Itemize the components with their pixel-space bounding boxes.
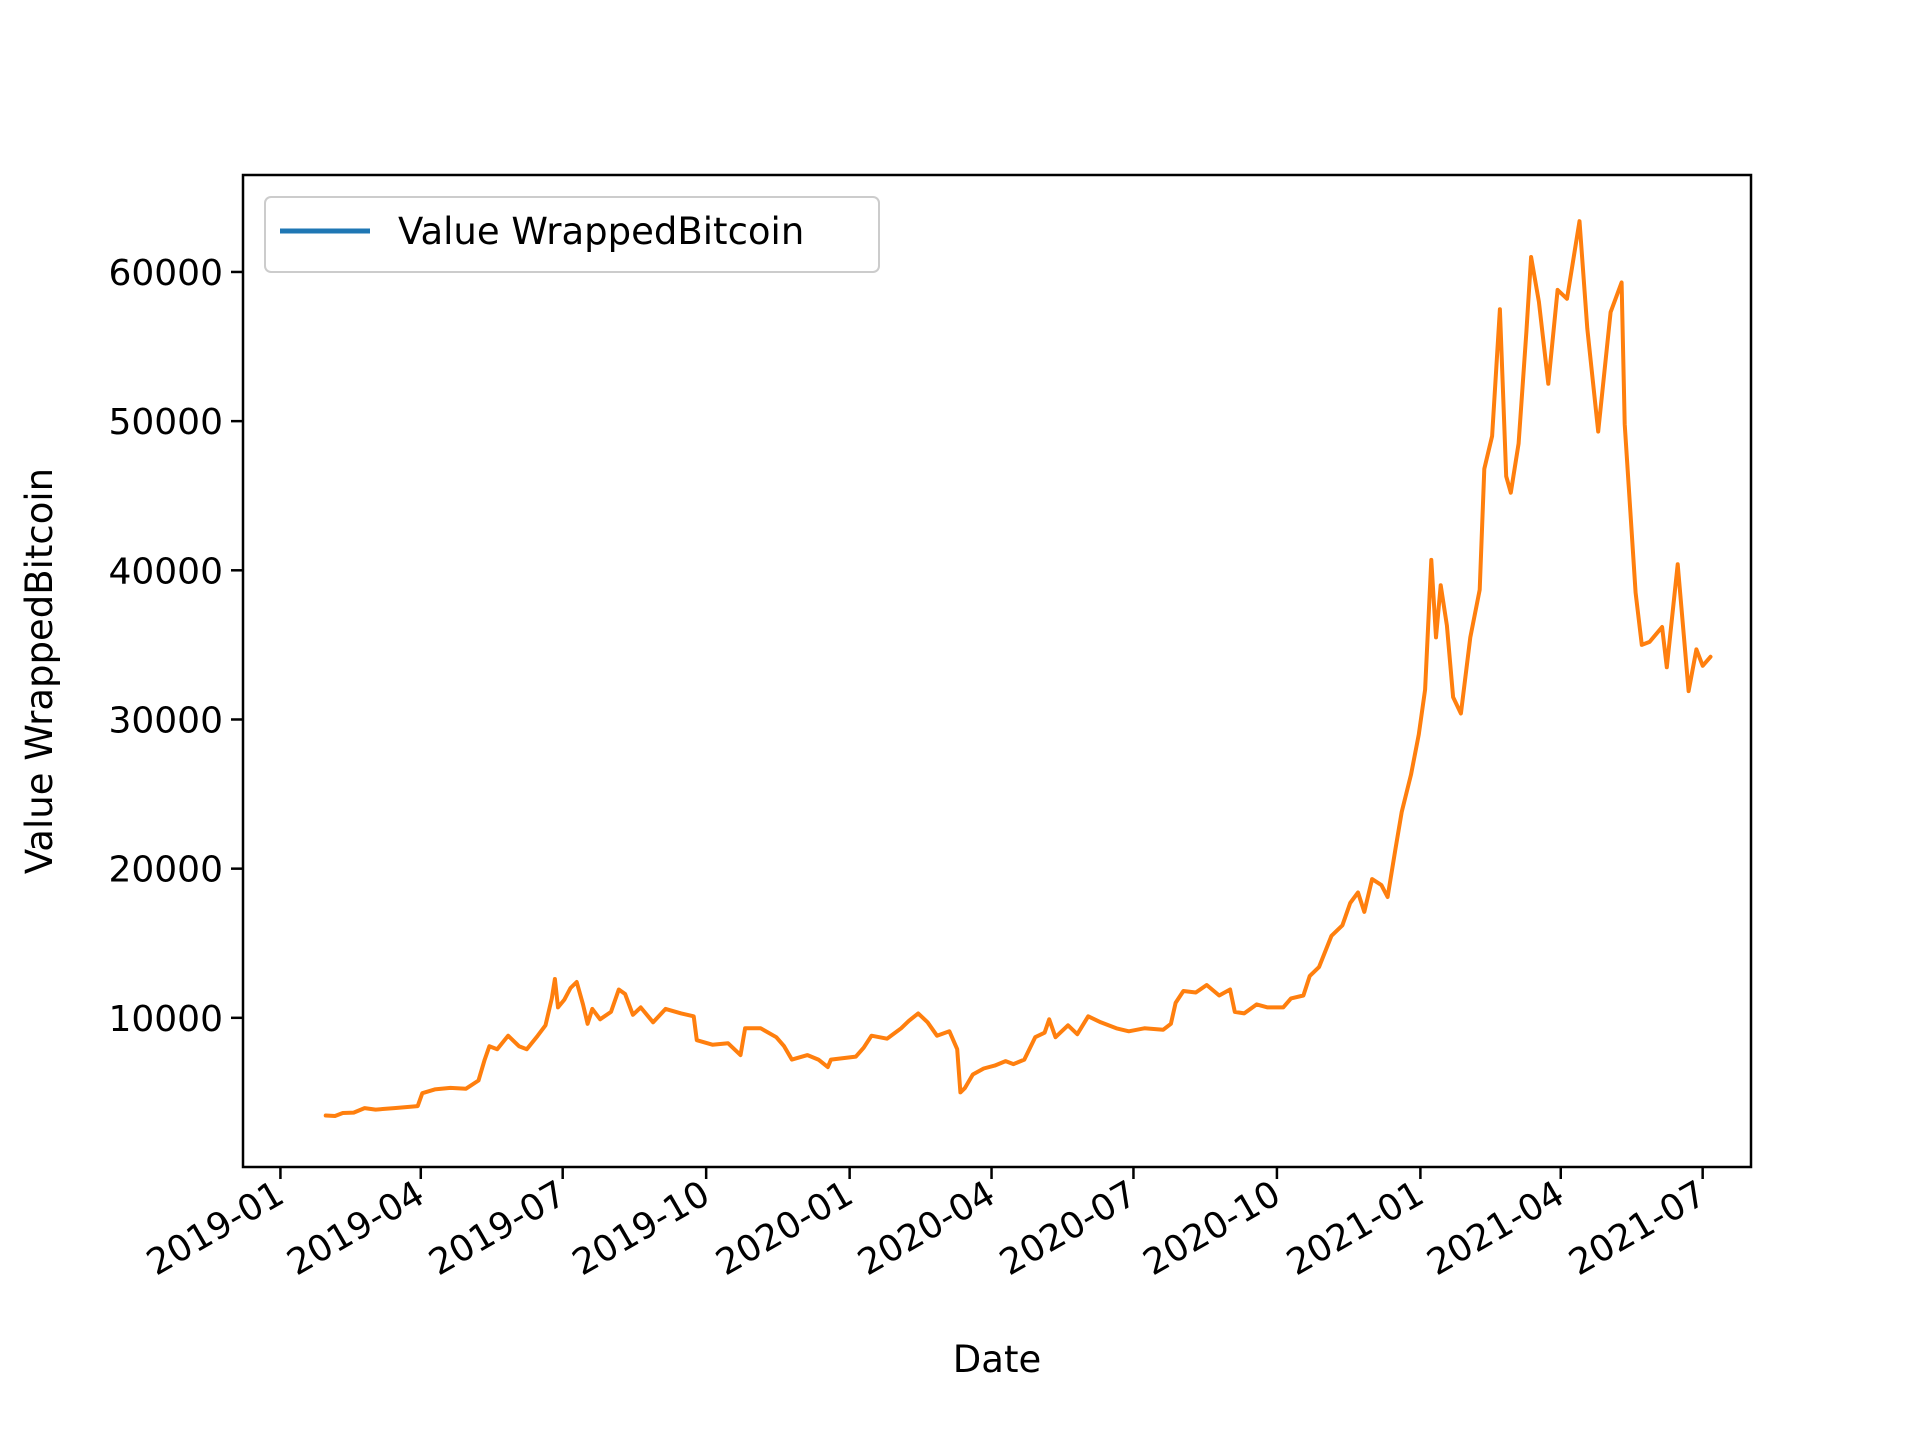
legend: Value WrappedBitcoin xyxy=(264,196,880,273)
y-tick-label: 30000 xyxy=(108,700,223,741)
y-axis-title: Value WrappedBitcoin xyxy=(18,468,61,874)
plot-area xyxy=(323,219,1713,1118)
plot-frame xyxy=(241,173,1753,1169)
legend-label: Value WrappedBitcoin xyxy=(398,210,804,253)
x-axis-title: Date xyxy=(953,1338,1041,1381)
y-tick-label: 40000 xyxy=(108,551,223,592)
y-axis-ticks: 10000 20000 30000 40000 50000 60000 xyxy=(108,253,243,1040)
y-tick-label: 20000 xyxy=(108,850,223,891)
y-tick-label: 10000 xyxy=(108,999,223,1040)
y-tick-label: 60000 xyxy=(108,253,223,294)
series-line-wrappedbitcoin xyxy=(323,219,1713,1118)
legend-box xyxy=(264,196,880,273)
y-tick-label: 50000 xyxy=(108,402,223,443)
